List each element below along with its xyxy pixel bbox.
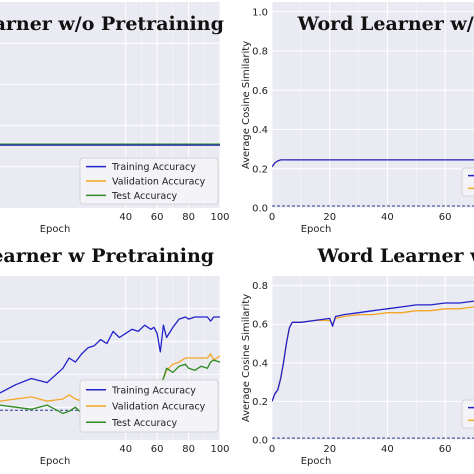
legend-box — [79, 157, 219, 205]
x-tick-label: 0 — [269, 444, 275, 455]
x-tick-label: 60 — [439, 444, 452, 455]
x-tick-label: 80 — [182, 212, 195, 223]
plot-area — [272, 2, 474, 208]
y-tick-label: 0.0 — [252, 204, 268, 215]
y-tick-label: 0.6 — [252, 86, 268, 97]
chart-title: Word Learner w — [316, 245, 474, 267]
legend-label-test: Test Accuracy — [111, 418, 177, 429]
y-tick-label: 0.2 — [252, 397, 268, 408]
panel-top-right: Word Learner w/o 0 20 40 60 Epoch 0.0 0.2 0.4 0.6… — [241, 2, 474, 235]
legend — [461, 167, 474, 197]
x-tick-label: 0 — [269, 212, 275, 223]
y-tick-label: 0.8 — [252, 47, 268, 58]
x-tick-label: 80 — [182, 444, 195, 455]
gridlines — [271, 2, 474, 209]
x-tick-label: 100 — [210, 444, 229, 455]
x-axis-label: Epoch — [301, 456, 332, 467]
legend-box — [461, 399, 474, 429]
y-tick-label: 0.4 — [252, 358, 268, 369]
panel-bottom-left: Learner w Pretraining 40 60 80 100 Epoch Train… — [0, 245, 230, 467]
x-tick-label: 40 — [119, 444, 132, 455]
x-tick-label: 20 — [323, 444, 336, 455]
legend: Training Accuracy Validation Accuracy Test… — [79, 379, 219, 433]
plot-area — [272, 276, 474, 440]
chart-title: Learner w Pretraining — [0, 245, 214, 267]
legend — [461, 399, 474, 429]
series-group — [272, 159, 474, 168]
y-axis-label: Average Cosine Similarity — [241, 41, 252, 169]
y-tick-label: 0.8 — [252, 281, 268, 292]
legend-box — [461, 167, 474, 197]
x-tick-label: 60 — [151, 212, 164, 223]
x-tick-label: 40 — [381, 212, 394, 223]
y-tick-label: 0.2 — [252, 164, 268, 175]
x-tick-label: 60 — [439, 212, 452, 223]
legend-label-training: Training Accuracy — [111, 162, 196, 173]
gridlines — [271, 276, 474, 441]
y-tick-label: 0.4 — [252, 125, 268, 136]
y-tick-label: 1.0 — [252, 7, 268, 18]
legend: Training Accuracy Validation Accuracy Test… — [79, 157, 219, 205]
x-tick-label: 60 — [151, 444, 164, 455]
series-line-training — [272, 159, 474, 168]
y-tick-label: 0.6 — [252, 320, 268, 331]
x-axis-label: Epoch — [40, 224, 71, 235]
series-group — [0, 143, 220, 146]
y-axis-label: Average Cosine Similarity — [241, 294, 252, 422]
x-tick-label: 40 — [119, 212, 132, 223]
panel-bottom-right: Word Learner w 0 20 40 60 Epoch 0.0 0.2 0.4 0.6 0.… — [241, 245, 474, 467]
panel-top-left: Learner w/o Pretraining 40 60 80 100 Epoch Tra… — [0, 2, 230, 235]
series-line-training — [0, 316, 220, 394]
legend-box — [79, 379, 219, 433]
x-axis-label: Epoch — [40, 456, 71, 467]
series-line-training — [272, 300, 474, 402]
legend-label-training: Training Accuracy — [111, 385, 196, 396]
legend-label-validation: Validation Accuracy — [112, 177, 206, 188]
x-axis-label: Epoch — [301, 224, 332, 235]
series-group — [272, 300, 474, 402]
y-tick-label: 0.0 — [252, 436, 268, 447]
x-tick-label: 20 — [323, 212, 336, 223]
chart-title: Word Learner w/o — [297, 13, 474, 35]
legend-label-test: Test Accuracy — [111, 191, 177, 202]
x-tick-label: 100 — [210, 212, 229, 223]
legend-label-validation: Validation Accuracy — [112, 402, 206, 413]
chart-title: Learner w/o Pretraining — [0, 13, 224, 35]
x-tick-label: 40 — [381, 444, 394, 455]
